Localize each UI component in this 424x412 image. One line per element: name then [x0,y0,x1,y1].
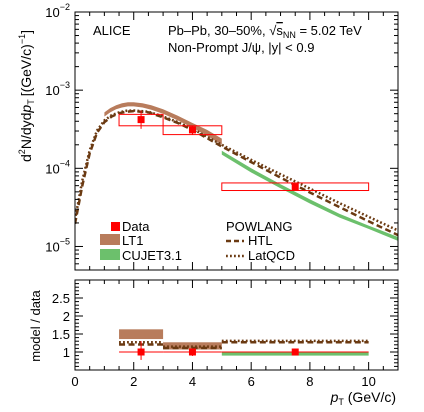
tick-base: 10 [45,83,59,98]
spectrum-ticks: 10−510−410−310−2 [45,2,399,271]
ratio-y-tick-label: 1 [63,345,70,360]
x-tick-label: 2 [130,374,137,389]
spectrum-marks [75,102,398,241]
legend-lt1-swatch [100,234,120,245]
particle-annotation: Non-Prompt J/ψ, |y| < 0.9 [168,40,314,55]
ratio-y-axis-label: model / data [28,289,43,361]
tick-base: 10 [45,5,59,20]
system-annotation: Pb–Pb, 30–50%, √sNN = 5.02 TeV [168,23,362,40]
curve-htl [75,109,398,237]
legend-data-marker [111,222,120,231]
x-tick-label: 4 [189,374,196,389]
tick-base: 10 [45,239,59,254]
ratio-y-tick-label: 1.5 [52,327,70,342]
x-tick-label: 8 [306,374,313,389]
experiment-label: ALICE [93,23,131,38]
legend-lt1-label: LT1 [122,233,143,248]
ratio-data-point-1 [137,348,145,356]
legend-powlang-header: POWLANG [226,219,292,234]
x-tick-label: 10 [361,374,375,389]
x-axis-label: pT (GeV/c) [330,389,396,407]
data-point-3 [291,183,299,191]
ratio-marks [119,329,369,360]
spectrum-y-tick-label: 10−4 [45,158,70,176]
legend-htl-label: HTL [248,233,273,248]
curve-latqcd [75,109,398,232]
ratio-frame [74,279,399,371]
legend: Data LT1 CUJET3.1 POWLANG HTL LatQCD [100,219,295,263]
ratio-ticks: 1 1.5 2 2.5 0 2 4 6 8 10 [52,279,399,389]
ratio-data-point-2 [188,348,196,356]
legend-cujet-swatch [100,249,120,260]
ratio-panel: 1 1.5 2 2.5 0 2 4 6 8 10 model / data pT (GeV/c) [28,279,399,407]
x-tick-label: 6 [248,374,255,389]
spectrum-y-tick-label: 10−5 [45,236,70,254]
data-sys-box-3 [221,182,370,192]
data-point-1 [137,116,145,124]
ratio-y-tick-label: 2 [63,309,70,324]
tick-exponent: −5 [60,236,70,246]
ratio-data-point-3 [291,348,299,356]
sqrt-symbol: √ [269,23,277,38]
tick-exponent: −2 [60,2,70,12]
ratio-y-tick-label: 2.5 [52,291,70,306]
tick-base: 10 [45,161,59,176]
spectrum-y-axis-label: d2N/dydpT[(GeV/c)−1] [17,30,36,162]
ratio-band-lt1-1 [119,329,164,340]
tick-exponent: −4 [60,158,70,168]
tick-exponent: −3 [60,80,70,90]
spectrum-y-tick-label: 10−2 [45,2,70,20]
spectrum-panel: 10−510−410−310−2 ALICE Pb–Pb, 30–50%, √s… [17,2,399,271]
legend-cujet-label: CUJET3.1 [122,248,182,263]
band-lt1 [104,102,222,145]
data-point-2 [188,126,196,134]
spectrum-y-tick-label: 10−3 [45,80,70,98]
legend-latqcd-label: LatQCD [248,248,295,263]
legend-data-label: Data [122,219,150,234]
x-tick-label: 0 [71,374,78,389]
band-cujet3-1 [221,150,398,241]
